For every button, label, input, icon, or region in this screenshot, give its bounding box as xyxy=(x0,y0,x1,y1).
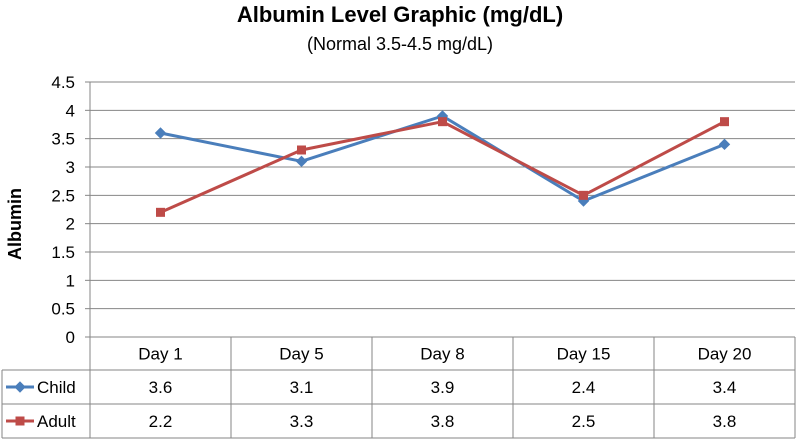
y-tick-label: 3 xyxy=(66,158,75,177)
legend-key-marker xyxy=(15,416,25,426)
table-value: 2.4 xyxy=(572,378,596,397)
table-value: 3.4 xyxy=(713,378,737,397)
y-tick-label: 4 xyxy=(66,101,75,120)
data-point xyxy=(295,155,308,168)
series-lines xyxy=(154,110,731,217)
category-label: Day 20 xyxy=(698,345,752,364)
y-tick-label: 4.5 xyxy=(51,73,75,92)
category-label: Day 1 xyxy=(138,345,182,364)
category-label: Day 8 xyxy=(420,345,464,364)
y-axis-label: Albumin xyxy=(5,188,25,260)
table-value: 3.1 xyxy=(290,378,314,397)
series-line-child xyxy=(160,114,726,203)
data-point xyxy=(438,117,447,127)
data-point xyxy=(154,127,167,139)
y-axis: 0 0.5 1 1.5 2 2.5 3 3.5 4 4.5 xyxy=(51,73,91,347)
y-tick-label: 0 xyxy=(66,328,75,347)
y-tick-label: 3.5 xyxy=(51,130,75,149)
table-value: 3.6 xyxy=(149,378,173,397)
table-value: 3.8 xyxy=(713,412,737,431)
chart-title: Albumin Level Graphic (mg/dL) xyxy=(236,2,564,27)
table-value: 2.2 xyxy=(149,412,173,431)
data-point xyxy=(156,207,165,217)
table-value: 3.8 xyxy=(431,412,455,431)
y-tick-label: 2 xyxy=(66,215,75,234)
y-tick-label: 0.5 xyxy=(51,300,75,319)
category-label: Day 5 xyxy=(279,345,323,364)
chart-subtitle: (Normal 3.5-4.5 mg/dL) xyxy=(306,34,494,54)
table-value: 3.9 xyxy=(431,378,455,397)
y-tick-label: 1.5 xyxy=(51,243,75,262)
table-value: 2.5 xyxy=(572,412,596,431)
data-point xyxy=(718,138,731,151)
table-value: 3.3 xyxy=(290,412,314,431)
data-point xyxy=(720,117,729,127)
legend-label: Child xyxy=(37,378,76,397)
data-table: Day 1 Day 5 Day 8 Day 15 Day 20 Child 3.6 3.1 3.… xyxy=(1,336,796,439)
data-point xyxy=(579,190,588,200)
y-tick-label: 2.5 xyxy=(51,186,75,205)
data-point xyxy=(297,145,306,155)
y-tick-label: 1 xyxy=(66,271,75,290)
category-label: Day 15 xyxy=(557,345,611,364)
legend-key-marker xyxy=(14,381,26,393)
legend-label: Adult xyxy=(37,412,76,431)
